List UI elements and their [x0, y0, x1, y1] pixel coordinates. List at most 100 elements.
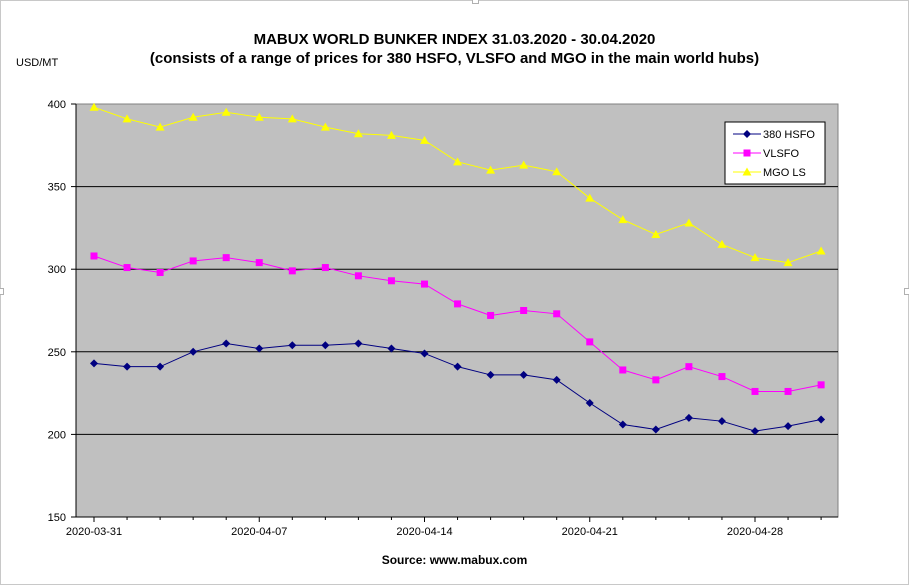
data-point: [189, 257, 197, 265]
data-point: [353, 129, 363, 138]
data-point: [221, 107, 231, 116]
data-point: [519, 160, 529, 169]
data-point: [651, 425, 660, 434]
data-point: [817, 381, 825, 389]
data-point: [552, 167, 562, 176]
data-point: [453, 157, 463, 166]
data-point: [288, 341, 297, 350]
chart-title: MABUX WORLD BUNKER INDEX 31.03.2020 - 30…: [253, 31, 656, 48]
data-point: [651, 230, 661, 239]
y-tick-label-300: 300: [48, 264, 66, 276]
source-note: Source: www.mabux.com: [381, 553, 528, 567]
resize-handle-right[interactable]: [904, 288, 909, 295]
data-point: [552, 375, 561, 384]
series-380-hsfo: [90, 339, 826, 436]
data-point: [486, 165, 496, 174]
data-point: [222, 339, 231, 348]
data-point: [188, 112, 198, 121]
data-point: [717, 239, 727, 248]
x-tick-label-2020-03-31: 2020-03-31: [66, 526, 122, 538]
series-mgo-ls: [89, 102, 826, 267]
data-point: [585, 399, 594, 408]
legend-entry: VLSFO: [763, 148, 800, 160]
data-point: [386, 130, 396, 139]
data-point: [519, 370, 528, 379]
data-point: [585, 193, 595, 202]
data-point: [685, 363, 693, 371]
data-point: [287, 114, 297, 123]
series-vlsfo: [90, 252, 825, 395]
data-point: [817, 415, 826, 424]
data-point: [751, 427, 759, 436]
grid-lines: [76, 186, 838, 435]
y-tick-label-150: 150: [48, 512, 66, 524]
tick-labels: 150 200 250 300 350 400 2020-03-31 2020-04-07 20…: [48, 99, 784, 538]
data-point: [784, 387, 792, 395]
y-tick-label-200: 200: [48, 429, 66, 441]
data-point: [784, 422, 793, 431]
data-point: [486, 370, 495, 379]
data-point: [189, 347, 198, 356]
data-point: [684, 218, 694, 227]
plot-area: [75, 103, 839, 518]
data-point: [751, 387, 759, 395]
data-point: [717, 417, 726, 426]
x-tick-label-2020-04-14: 2020-04-14: [396, 526, 452, 538]
data-point: [222, 254, 230, 262]
y-axis-label: USD/MT: [16, 57, 59, 69]
data-point: [354, 272, 362, 280]
chart-subtitle: (consists of a range of prices for 380 H…: [149, 50, 760, 67]
resize-handle-left[interactable]: [0, 288, 4, 295]
data-point: [816, 246, 826, 255]
data-point: [520, 307, 528, 314]
data-point: [155, 122, 165, 131]
data-point: [354, 339, 363, 348]
x-tick-label-2020-04-07: 2020-04-07: [231, 526, 287, 538]
data-point: [321, 264, 329, 272]
data-point: [320, 122, 330, 131]
data-point: [156, 362, 165, 371]
x-tick-label-2020-04-28: 2020-04-28: [727, 526, 783, 538]
legend-entry: 380 HSFO: [763, 129, 815, 141]
resize-handle-top[interactable]: [472, 0, 479, 4]
legend-swatch-marker: [743, 149, 751, 157]
data-point: [321, 341, 330, 350]
data-point: [90, 252, 98, 260]
data-point: [89, 102, 99, 111]
data-point: [783, 258, 793, 267]
data-point: [618, 420, 627, 429]
data-point: [123, 264, 131, 272]
data-point: [156, 269, 164, 277]
data-point: [652, 376, 660, 384]
data-point: [387, 277, 395, 285]
data-point: [487, 311, 495, 319]
data-point: [453, 362, 462, 371]
legend-swatch-marker: [743, 130, 751, 138]
data-point: [123, 362, 132, 371]
data-point: [618, 215, 628, 224]
legend: 380 HSFO VLSFO MGO LS: [724, 121, 826, 185]
data-point: [619, 366, 627, 374]
legend-entry: MGO LS: [763, 167, 806, 179]
legend-swatch-marker: [742, 167, 752, 176]
axes: [71, 103, 838, 522]
data-point: [553, 310, 561, 318]
data-point: [122, 114, 132, 123]
data-point: [90, 359, 98, 368]
y-tick-label-400: 400: [48, 99, 66, 111]
y-tick-label-350: 350: [48, 182, 66, 194]
data-point: [254, 112, 264, 121]
series-lines: [89, 102, 826, 436]
data-point: [420, 349, 429, 358]
data-point: [387, 344, 396, 353]
y-tick-label-250: 250: [48, 347, 66, 359]
data-point: [718, 373, 726, 381]
data-point: [684, 413, 693, 422]
data-point: [255, 259, 263, 267]
data-point: [420, 135, 429, 144]
data-point: [454, 300, 462, 308]
data-point: [586, 338, 594, 346]
data-point: [421, 280, 428, 288]
data-point: [288, 267, 296, 275]
